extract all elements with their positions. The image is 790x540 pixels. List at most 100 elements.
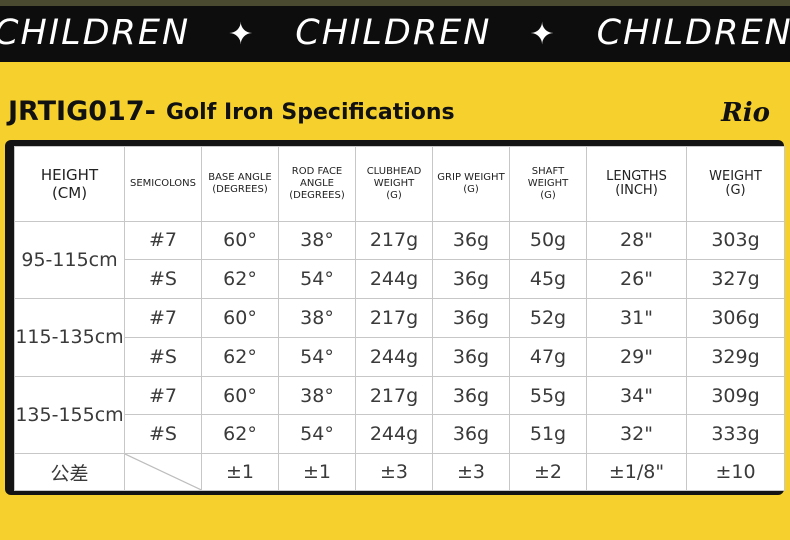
sparkle-icon: ✦ [228, 17, 256, 52]
table-cell: 309g [686, 375, 785, 416]
header-base-angle: BASE ANGLE (DEGREES) [201, 146, 279, 222]
table-cell: #S [124, 414, 202, 455]
header-label: WEIGHT [373, 177, 415, 189]
table-cell: 47g [509, 336, 587, 377]
table-cell: 51g [509, 414, 587, 455]
header-unit: (INCH) [615, 182, 658, 198]
diagonal-line [125, 454, 201, 490]
tolerance-label: 公差 [14, 453, 125, 491]
header-lengths: LENGTHS (INCH) [586, 146, 687, 222]
table-cell: #7 [124, 375, 202, 416]
table-cell: 329g [686, 336, 785, 377]
table-cell: 333g [686, 414, 785, 455]
table-cell: 38° [278, 375, 356, 416]
header-unit: (CM) [51, 183, 88, 202]
header-row: HEIGHT (CM) SEMICOLONS BASE ANGLE (DEGRE… [14, 146, 785, 222]
title-row: JRTIG017- Golf Iron Specifications Rio [8, 96, 788, 132]
table-cell: 217g [355, 298, 433, 338]
table-cell: 244g [355, 336, 433, 377]
header-grip-weight: GRIP WEIGHT (G) [432, 146, 510, 222]
table-row: 115-135cm #7 60° 38° 217g 36g 52g 31" 30… [14, 298, 785, 377]
header-label: HEIGHT [40, 165, 99, 184]
table-cell: 62° [201, 259, 279, 300]
table-cell: 54° [278, 259, 356, 300]
table-cell: 303g [686, 220, 785, 261]
table-cell: ±1/8" [586, 453, 687, 491]
tolerance-row: 公差 ±1 ±1 ±3 ±3 ±2 ±1/8" ±10 [14, 453, 785, 491]
banner-word: CHILDREN [0, 13, 191, 53]
header-label: SHAFT WEIGHT [527, 165, 569, 189]
header-label: LENGTHS [606, 168, 667, 184]
children-banner: CHILDREN ✦ CHILDREN ✦ CHILDREN [0, 0, 790, 62]
table-cell: 36g [432, 375, 510, 416]
header-shaft-weight: SHAFT WEIGHT (G) [509, 146, 587, 222]
header-label: GRIP WEIGHT [437, 171, 505, 183]
header-unit: (DEGREES) [212, 183, 268, 195]
diagonal-blank-cell [124, 453, 202, 491]
banner-word: CHILDREN [596, 13, 790, 53]
table-cell: 54° [278, 414, 356, 455]
header-label: WEIGHT [709, 168, 762, 184]
brand-logo: Rio [721, 98, 770, 128]
table-cell: 28" [586, 220, 687, 261]
table-cell: ±1 [278, 453, 356, 491]
table-cell: 217g [355, 220, 433, 261]
table-cell: 38° [278, 220, 356, 261]
table-row: 95-115cm #7 60° 38° 217g 36g 50g 28" 303… [14, 220, 785, 300]
table-cell: 26" [586, 259, 687, 300]
header-rod-face-angle: ROD FACE ANGLE (DEGREES) [278, 146, 356, 222]
height-range-cell: 95-115cm [14, 220, 125, 300]
table-cell: 55g [509, 375, 587, 416]
table-cell: ±2 [509, 453, 587, 491]
spec-table: HEIGHT (CM) SEMICOLONS BASE ANGLE (DEGRE… [14, 146, 785, 491]
header-unit: (G) [725, 182, 746, 198]
header-unit: (G) [463, 183, 479, 195]
table-cell: ±1 [201, 453, 279, 491]
page-title: Golf Iron Specifications [166, 100, 455, 125]
header-label: CLUBHEAD [366, 165, 422, 177]
header-label: BASE ANGLE [208, 171, 272, 183]
sparkle-icon: ✦ [529, 17, 557, 52]
table-cell: 217g [355, 375, 433, 416]
table-cell: 31" [586, 298, 687, 338]
table-cell: 36g [432, 259, 510, 300]
table-cell: 45g [509, 259, 587, 300]
table-cell: 60° [201, 375, 279, 416]
table-cell: 244g [355, 414, 433, 455]
spec-table-frame: HEIGHT (CM) SEMICOLONS BASE ANGLE (DEGRE… [5, 140, 785, 495]
table-cell: 36g [432, 220, 510, 261]
header-unit: (DEGREES) [289, 189, 345, 201]
height-range-cell: 115-135cm [14, 298, 125, 377]
table-cell: 60° [201, 298, 279, 338]
table-cell: 62° [201, 336, 279, 377]
table-cell: 60° [201, 220, 279, 261]
table-row: 135-155cm #7 60° 38° 217g 36g 55g 34" 30… [14, 375, 785, 455]
banner-edge [0, 0, 790, 6]
model-number: JRTIG017- [8, 96, 156, 127]
height-range-cell: 135-155cm [14, 375, 125, 455]
header-label: SEMICOLONS [129, 177, 196, 189]
table-cell: #S [124, 336, 202, 377]
table-cell: 244g [355, 259, 433, 300]
header-unit: (G) [540, 189, 556, 201]
header-unit: (G) [386, 189, 402, 201]
table-cell: 50g [509, 220, 587, 261]
table-cell: ±10 [686, 453, 785, 491]
table-cell: 36g [432, 414, 510, 455]
table-cell: 327g [686, 259, 785, 300]
table-cell: 38° [278, 298, 356, 338]
table-cell: ±3 [355, 453, 433, 491]
header-height: HEIGHT (CM) [14, 146, 125, 222]
table-cell: #S [124, 259, 202, 300]
table-row: #S 62° 54° 244g 36g 45g 26" 327g [15, 259, 785, 300]
table-row: #S 62° 54° 244g 36g 51g 32" 333g [15, 414, 785, 455]
table-cell: 32" [586, 414, 687, 455]
header-label: ROD FACE ANGLE [291, 165, 343, 189]
table-cell: #7 [124, 298, 202, 338]
header-semicolons: SEMICOLONS [124, 146, 202, 222]
table-row: #S 62° 54° 244g 36g 47g 29" 329g [15, 336, 785, 377]
header-weight: WEIGHT (G) [686, 146, 785, 222]
banner-word: CHILDREN [295, 13, 492, 53]
table-cell: 36g [432, 298, 510, 338]
table-cell: 306g [686, 298, 785, 338]
